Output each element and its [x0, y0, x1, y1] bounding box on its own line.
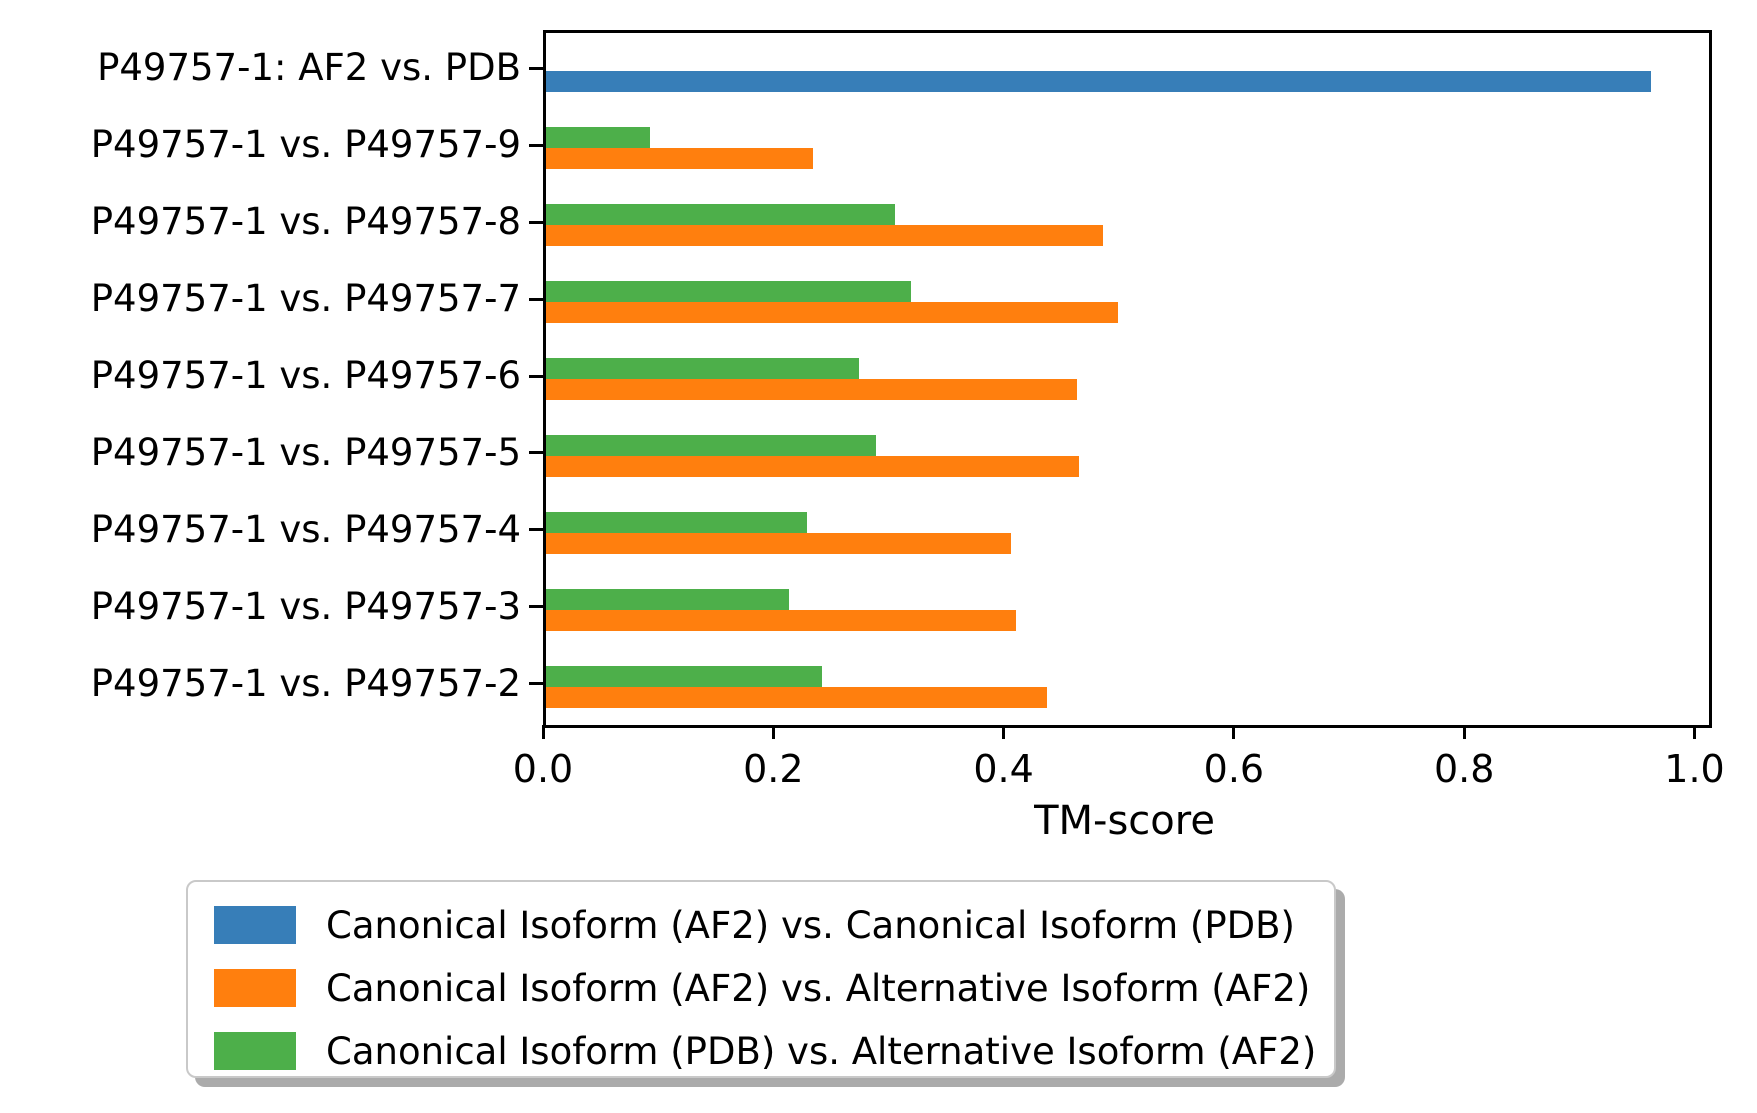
y-tick-mark: [529, 528, 543, 532]
bar: [546, 71, 1652, 93]
bar: [546, 127, 650, 149]
y-tick-label: P49757-1: AF2 vs. PDB: [97, 46, 521, 90]
bar: [546, 686, 1047, 708]
legend-entry: Canonical Isoform (AF2) vs. Canonical Is…: [214, 898, 1334, 952]
bar: [546, 665, 823, 687]
y-tick-mark: [529, 297, 543, 301]
legend-swatch: [214, 1032, 296, 1070]
legend-label: Canonical Isoform (AF2) vs. Canonical Is…: [326, 903, 1295, 947]
x-axis-title: TM-score: [1034, 798, 1215, 844]
x-tick-label: 0.4: [973, 747, 1034, 791]
bar: [546, 532, 1012, 554]
y-tick-label: P49757-1 vs. P49757-5: [90, 430, 521, 474]
y-tick-label: P49757-1 vs. P49757-4: [90, 507, 521, 551]
legend-label: Canonical Isoform (AF2) vs. Alternative …: [326, 966, 1311, 1010]
legend-entry: Canonical Isoform (PDB) vs. Alternative …: [214, 1024, 1334, 1078]
plot-area: [543, 30, 1712, 728]
y-tick-mark: [529, 374, 543, 378]
x-tick-mark: [1002, 725, 1006, 739]
bar: [546, 588, 789, 610]
legend-swatch: [214, 969, 296, 1007]
bar: [546, 204, 895, 226]
x-tick-label: 0.2: [743, 747, 804, 791]
y-tick-mark: [529, 451, 543, 455]
bar: [546, 511, 808, 533]
x-tick-mark: [1232, 725, 1236, 739]
y-tick-label: P49757-1 vs. P49757-8: [90, 200, 521, 244]
y-tick-label: P49757-1 vs. P49757-7: [90, 277, 521, 321]
x-tick-mark: [1462, 725, 1466, 739]
x-tick-label: 0.8: [1433, 747, 1495, 791]
bar: [546, 609, 1016, 631]
y-tick-mark: [529, 682, 543, 686]
x-tick-label: 0.0: [512, 747, 574, 791]
bar: [546, 302, 1119, 324]
y-tick-label: P49757-1 vs. P49757-2: [90, 661, 521, 705]
bar: [546, 281, 912, 303]
legend-swatch: [214, 906, 296, 944]
y-tick-mark: [529, 66, 543, 70]
y-tick-label: P49757-1 vs. P49757-3: [90, 584, 521, 628]
x-tick-mark: [771, 725, 775, 739]
legend: Canonical Isoform (AF2) vs. Canonical Is…: [186, 880, 1336, 1078]
y-tick-mark: [529, 143, 543, 147]
legend-label: Canonical Isoform (PDB) vs. Alternative …: [326, 1029, 1317, 1073]
y-tick-label: P49757-1 vs. P49757-6: [90, 354, 521, 397]
bar: [546, 379, 1077, 400]
y-tick-label: P49757-1 vs. P49757-9: [90, 123, 521, 167]
y-tick-mark: [529, 605, 543, 609]
x-tick-mark: [541, 725, 545, 739]
x-tick-label: 1.0: [1664, 747, 1725, 791]
bar: [546, 434, 877, 456]
y-tick-mark: [529, 220, 543, 224]
x-tick-mark: [1692, 725, 1696, 739]
x-tick-label: 0.6: [1203, 747, 1265, 791]
bar: [546, 225, 1104, 247]
bar: [546, 148, 814, 170]
bar: [546, 455, 1080, 477]
legend-entry: Canonical Isoform (AF2) vs. Alternative …: [214, 961, 1334, 1015]
bar: [546, 358, 860, 379]
